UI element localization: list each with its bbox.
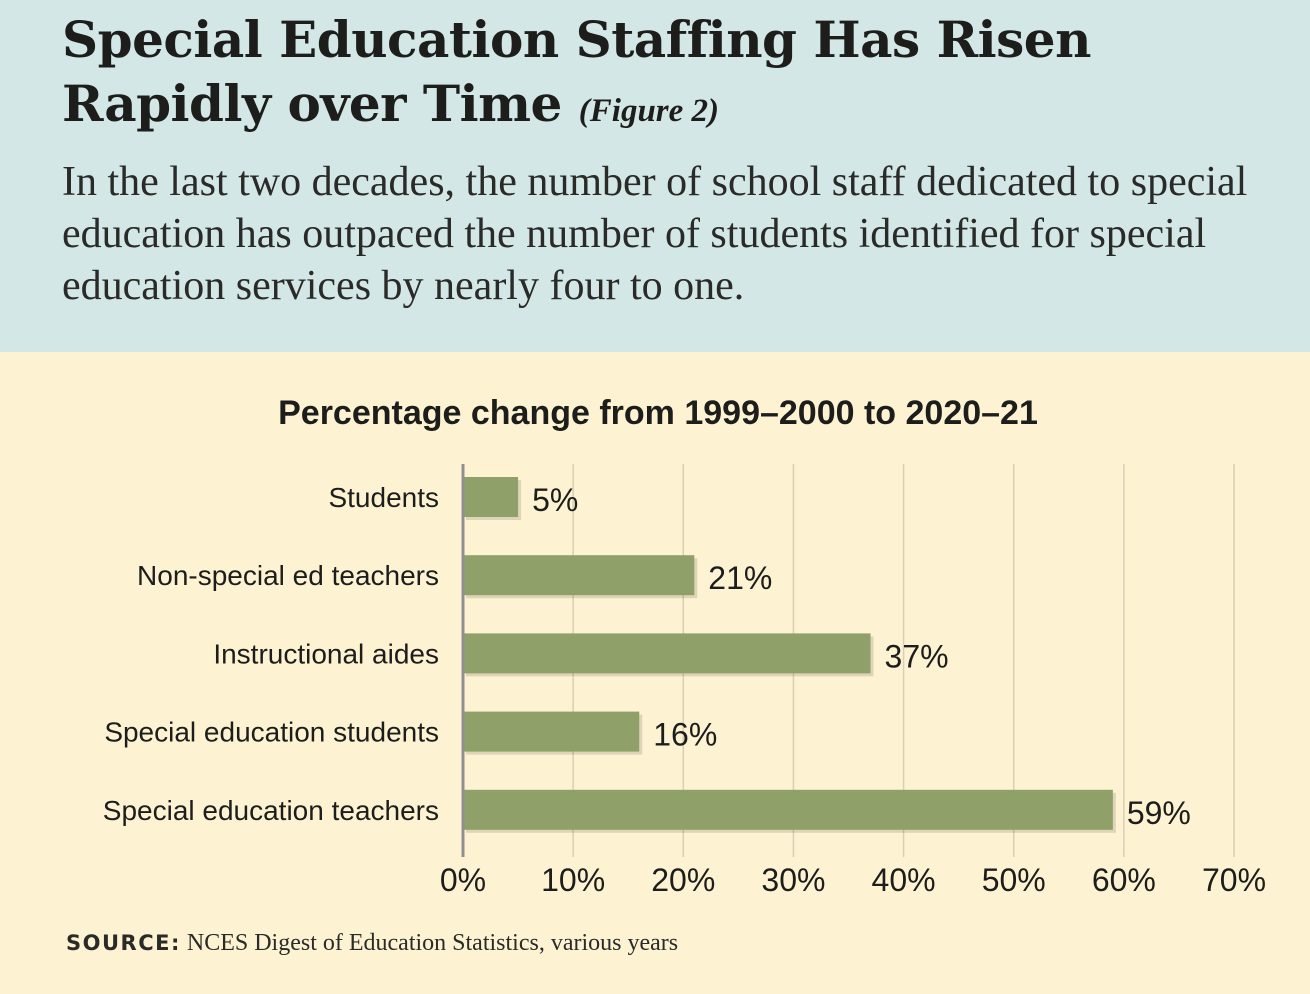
page-subtitle: In the last two decades, the number of s… (62, 159, 1248, 309)
category-label: Instructional aides (213, 638, 439, 669)
bar (463, 633, 871, 674)
chart-title: Percentage change from 1999–2000 to 2020… (278, 394, 1038, 432)
header-panel: Special Education Staffing Has Risen Rap… (0, 0, 1310, 352)
chart-panel: Percentage change from 1999–2000 to 2020… (0, 352, 1310, 994)
x-tick-label: 70% (1202, 862, 1266, 898)
page-title: Special Education Staffing Has Risen Rap… (62, 8, 1262, 143)
source-label: SOURCE: (66, 931, 181, 955)
data-label: 21% (708, 560, 772, 596)
x-tick-label: 40% (872, 862, 936, 898)
figure-label: (Figure 2) (578, 93, 720, 129)
category-label: Special education students (104, 717, 439, 748)
data-label: 37% (885, 638, 949, 674)
x-tick-label: 20% (651, 862, 715, 898)
bar-chart: Percentage change from 1999–2000 to 2020… (103, 394, 1266, 898)
category-label: Special education teachers (103, 795, 439, 826)
x-tick-label: 30% (761, 862, 825, 898)
category-label: Non-special ed teachers (137, 560, 439, 591)
title-text: Special Education Staffing Has Risen Rap… (62, 10, 1091, 133)
x-tick-label: 10% (541, 862, 605, 898)
source-text: NCES Digest of Education Statistics, var… (186, 930, 679, 956)
data-label: 5% (532, 482, 578, 518)
category-label: Students (328, 482, 439, 513)
bar (463, 555, 695, 596)
bar (463, 789, 1113, 830)
x-tick-label: 60% (1092, 862, 1156, 898)
source-note: SOURCE: NCES Digest of Education Statist… (66, 930, 678, 957)
bar (463, 477, 519, 517)
data-label: 59% (1127, 795, 1191, 831)
data-label: 16% (653, 717, 717, 753)
x-tick-label: 0% (440, 862, 486, 898)
bar (463, 711, 640, 752)
x-tick-label: 50% (982, 862, 1046, 898)
